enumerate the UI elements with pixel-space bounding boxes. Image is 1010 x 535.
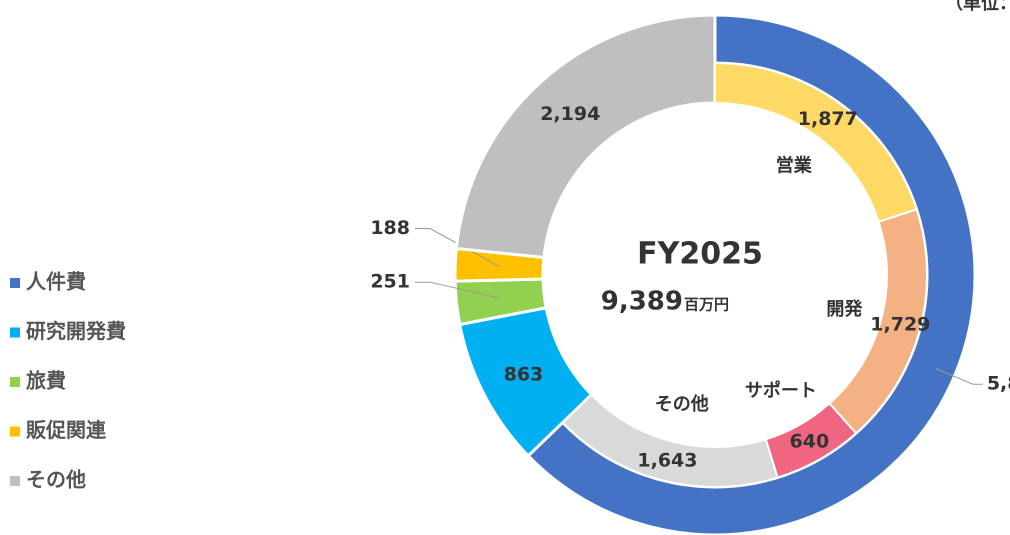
inner-value-label: 640 — [790, 431, 830, 453]
legend-swatch — [10, 278, 20, 288]
legend-label: 研究開発費 — [26, 319, 126, 343]
legend-swatch — [10, 377, 20, 387]
center-unit: 百万円 — [684, 296, 729, 314]
legend-swatch — [10, 476, 20, 486]
inner-category-label: サポート — [745, 380, 817, 402]
inner-segment — [561, 393, 779, 488]
inner-category-label: その他 — [655, 393, 709, 415]
leader-line — [415, 281, 501, 299]
center-title: FY2025 — [637, 237, 763, 272]
leader-line — [935, 368, 983, 385]
value-label: 5,891 — [987, 373, 1010, 395]
inner-value-label: 1,643 — [637, 450, 697, 472]
legend-label: その他 — [26, 468, 86, 492]
legend-label: 販促関連 — [26, 418, 107, 442]
value-label: 2,194 — [540, 103, 600, 125]
inner-value-label: 1,877 — [798, 108, 858, 130]
legend-label: 旅費 — [26, 369, 66, 393]
legend-swatch — [10, 327, 20, 338]
legend-swatch — [10, 426, 20, 437]
value-label: 188 — [370, 217, 410, 239]
leader-line — [415, 228, 500, 267]
center-total: 9,389 — [601, 287, 683, 317]
inner-category-label: 営業 — [776, 155, 813, 177]
inner-category-label: 開発 — [826, 298, 863, 320]
unit-note: （単位：百万円） — [945, 0, 1010, 14]
inner-value-label: 1,729 — [870, 314, 930, 336]
value-label: 863 — [504, 363, 544, 385]
outer-segment — [454, 13, 717, 260]
value-label: 251 — [370, 271, 410, 293]
legend-label: 人件費 — [26, 270, 86, 294]
